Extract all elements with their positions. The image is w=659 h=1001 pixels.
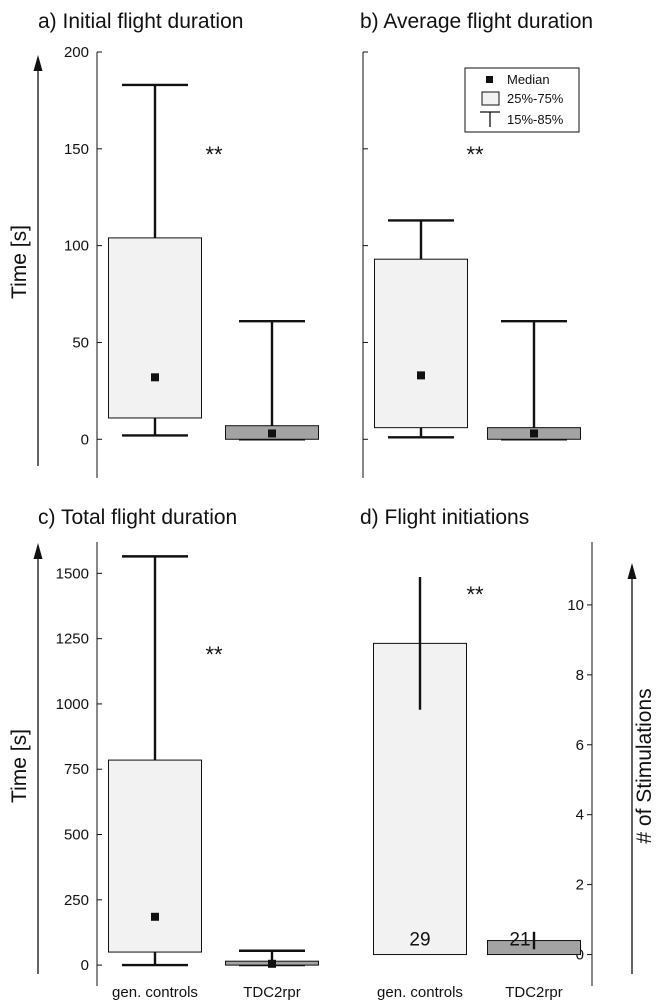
panel-d-gen-controls-n-label: 29 [409, 930, 430, 951]
panel-b-gen-controls-median [417, 371, 425, 380]
panel-d-y-label: # of Stimulations [633, 688, 656, 843]
panel-average-flight-duration: b) Average flight duration ** Median 25%… [360, 10, 593, 478]
panel-d-tdc2rpr-n-label: 21 [509, 930, 530, 951]
panel-b-title: b) Average flight duration [360, 10, 593, 33]
panel-c-boxes [108, 555, 319, 968]
panel-initial-flight-duration: a) Initial flight duration Time [s] 0 50 1… [8, 10, 319, 478]
legend: Median 25%-75% 15%-85% [464, 67, 580, 133]
legend-median-label: Median [507, 72, 550, 87]
panel-c-tick-label-1500: 1500 [56, 565, 89, 582]
panel-a-significance: ** [205, 142, 223, 167]
panel-b-gen-controls-box [374, 258, 468, 429]
panel-d-tick-label-10: 10 [567, 597, 584, 614]
panel-d-tick-label-4: 4 [576, 807, 584, 824]
panel-a-title: a) Initial flight duration [38, 10, 243, 33]
panel-d-significance: ** [466, 582, 484, 607]
panel-a-tick-label-150: 150 [64, 141, 89, 158]
panel-b-boxes [374, 219, 581, 441]
panel-d-bars: 29 21 [373, 576, 581, 956]
panel-c-tick-label-0: 0 [81, 957, 89, 974]
panel-flight-initiations: d) Flight initiations 0 2 4 6 8 10 29 21 ** # … [360, 506, 656, 1001]
panel-d-tick-label-0: 0 [576, 947, 584, 964]
panel-c-y-ticks: 0 250 500 750 1000 1250 1500 [56, 565, 102, 974]
panel-c-tick-label-500: 500 [64, 827, 89, 844]
panel-a-y-label: Time [s] [8, 225, 31, 299]
panel-total-flight-duration: c) Total flight duration Time [s] 0 250 50… [8, 506, 319, 1001]
panel-d-y-arrow-head [627, 563, 637, 579]
panel-d-tick-label-6: 6 [576, 737, 584, 754]
panel-a-tdc2rpr-median [268, 429, 276, 438]
panel-c-tick-label-750: 750 [64, 761, 89, 778]
panel-c-y-arrow-head [33, 543, 43, 559]
panel-d-category-tdc2rpr: TDC2rpr [505, 984, 563, 1001]
panel-d-tick-label-8: 8 [576, 667, 584, 684]
panel-a-tick-label-50: 50 [72, 334, 89, 351]
panel-c-title: c) Total flight duration [38, 506, 237, 529]
panel-b-significance: ** [466, 142, 484, 167]
panel-c-gen-controls-median [151, 912, 159, 921]
panel-c-significance: ** [205, 642, 223, 667]
panel-d-title: d) Flight initiations [360, 506, 529, 529]
panel-c-tick-label-1000: 1000 [56, 696, 89, 713]
panel-d-category-gen-controls: gen. controls [377, 984, 463, 1001]
panel-c-category-gen-controls: gen. controls [112, 984, 198, 1001]
panel-a-gen-controls-box [108, 237, 202, 419]
panel-c-category-tdc2rpr: TDC2rpr [243, 984, 301, 1001]
legend-median-icon [486, 76, 493, 83]
panel-d-tick-label-2: 2 [576, 877, 584, 894]
panel-a-tick-label-200: 200 [64, 44, 89, 61]
panel-a-gen-controls-median [151, 373, 159, 382]
panel-b-y-ticks [363, 51, 368, 440]
panel-c-tick-label-1250: 1250 [56, 631, 89, 648]
panel-a-tick-label-0: 0 [81, 431, 89, 448]
panel-c-y-label: Time [s] [8, 729, 31, 803]
panel-b-tdc2rpr-median [530, 429, 538, 438]
panel-a-tick-label-100: 100 [64, 238, 89, 255]
panel-d-y-ticks: 0 2 4 6 8 10 [567, 597, 592, 964]
panel-c-tdc2rpr-median [268, 959, 276, 968]
legend-box-label: 25%-75% [507, 91, 564, 106]
panel-a-boxes [108, 83, 319, 441]
legend-whisker-label: 15%-85% [507, 112, 564, 127]
panel-a-y-ticks: 0 50 100 150 200 [64, 44, 102, 448]
legend-box-icon [481, 91, 500, 106]
panel-c-tick-label-250: 250 [64, 892, 89, 909]
panel-a-y-arrow-head [33, 55, 43, 71]
panel-c-gen-controls-box [108, 759, 202, 953]
